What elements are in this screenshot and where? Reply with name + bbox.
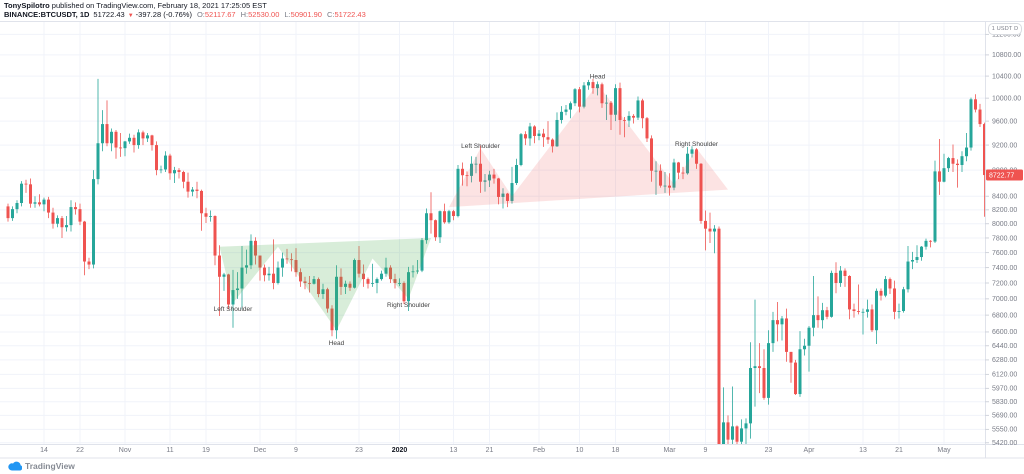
svg-text:21: 21	[895, 447, 903, 454]
pattern-overlays: Left Shoulder Head Right Shoulder Left Shou…	[214, 73, 728, 347]
svg-text:10000.00: 10000.00	[992, 95, 1021, 102]
svg-text:11200.00: 11200.00	[992, 32, 1021, 39]
svg-text:8722.77: 8722.77	[989, 173, 1014, 180]
svg-text:Dec: Dec	[254, 447, 267, 454]
svg-text:Right Shoulder: Right Shoulder	[675, 141, 719, 148]
down-arrow-icon: ▼	[127, 13, 134, 19]
svg-text:6600.00: 6600.00	[992, 329, 1017, 336]
svg-text:18: 18	[612, 447, 620, 454]
svg-text:7800.00: 7800.00	[992, 235, 1017, 242]
svg-text:10400.00: 10400.00	[992, 73, 1021, 80]
svg-text:7200.00: 7200.00	[992, 280, 1017, 287]
svg-text:9200.00: 9200.00	[992, 142, 1017, 149]
open-label: O:	[196, 10, 205, 19]
tradingview-logo[interactable]: TradingView	[8, 461, 75, 471]
tradingview-cloud-icon	[8, 461, 22, 471]
svg-text:7600.00: 7600.00	[992, 250, 1017, 257]
price-unit-button[interactable]: 1 USDT D	[988, 23, 1022, 35]
svg-text:6440.00: 6440.00	[992, 343, 1017, 350]
low-value: 50901.90	[290, 10, 322, 19]
high-value: 52530.00	[248, 10, 280, 19]
svg-text:Left Shoulder: Left Shoulder	[214, 306, 254, 313]
svg-text:Apr: Apr	[804, 447, 816, 454]
svg-text:23: 23	[355, 447, 363, 454]
svg-text:6280.00: 6280.00	[992, 357, 1017, 364]
grid	[0, 22, 985, 444]
symbol-label: BINANCE:BTCUSDT, 1D	[4, 10, 90, 19]
svg-text:5550.00: 5550.00	[992, 427, 1017, 434]
time-axis[interactable]: 14 22 Nov 11 19 Dec 9 23 2020 13 21 Feb 10 18 Mar 9 23 Ap…	[40, 447, 951, 454]
close-value: 51722.43	[334, 10, 366, 19]
svg-text:13: 13	[450, 447, 458, 454]
tradingview-logo-text: TradingView	[25, 461, 75, 471]
last-price-badge: 8722.77	[986, 169, 1023, 181]
svg-text:9600.00: 9600.00	[992, 118, 1017, 125]
svg-text:22: 22	[76, 447, 84, 454]
publish-info: published on TradingView.com, February 1…	[49, 1, 267, 10]
svg-text:10: 10	[576, 447, 584, 454]
svg-text:May: May	[937, 447, 951, 454]
chart-borders	[0, 21, 1024, 459]
byline: TonySpilotro published on TradingView.co…	[4, 1, 366, 10]
header-last-price: 51722.43	[93, 10, 125, 19]
close-label: C:	[326, 10, 335, 19]
svg-text:Mar: Mar	[663, 447, 676, 454]
candlestick-series	[6, 78, 985, 444]
svg-text:5690.00: 5690.00	[992, 413, 1017, 420]
svg-text:13: 13	[859, 447, 867, 454]
svg-text:8200.00: 8200.00	[992, 207, 1017, 214]
svg-text:2020: 2020	[392, 447, 408, 454]
svg-text:9: 9	[704, 447, 708, 454]
chart-header: TonySpilotro published on TradingView.co…	[4, 1, 366, 21]
svg-text:19: 19	[202, 447, 210, 454]
svg-text:21: 21	[486, 447, 494, 454]
svg-text:11: 11	[166, 447, 173, 454]
svg-text:23: 23	[765, 447, 773, 454]
svg-text:5830.00: 5830.00	[992, 399, 1017, 406]
symbol-status-row: BINANCE:BTCUSDT, 1D 51722.43 ▼ -397.28 (-0.…	[4, 10, 366, 21]
svg-text:5970.00: 5970.00	[992, 386, 1017, 393]
svg-text:Right Shoulder: Right Shoulder	[387, 302, 431, 309]
price-axis[interactable]: 11200.00 10800.00 10400.00 10000.00 9600.00 9…	[985, 32, 1021, 447]
svg-text:9: 9	[294, 447, 298, 454]
open-value: 52117.67	[204, 10, 236, 19]
svg-text:5420.00: 5420.00	[992, 440, 1017, 447]
high-label: H:	[240, 10, 249, 19]
price-change: -397.28 (-0.76%)	[135, 10, 192, 19]
author-name: TonySpilotro	[4, 1, 50, 10]
svg-text:Left Shoulder: Left Shoulder	[461, 143, 501, 150]
svg-text:8000.00: 8000.00	[992, 221, 1017, 228]
svg-text:Head: Head	[329, 340, 345, 347]
low-label: L:	[284, 10, 291, 19]
svg-text:Nov: Nov	[119, 447, 132, 454]
svg-text:8400.00: 8400.00	[992, 194, 1017, 201]
svg-text:10800.00: 10800.00	[992, 52, 1021, 59]
svg-text:Feb: Feb	[533, 447, 545, 454]
svg-text:Head: Head	[590, 73, 606, 80]
svg-text:7000.00: 7000.00	[992, 296, 1017, 303]
svg-text:6800.00: 6800.00	[992, 312, 1017, 319]
svg-text:14: 14	[40, 447, 48, 454]
svg-text:6120.00: 6120.00	[992, 372, 1017, 379]
svg-text:7400.00: 7400.00	[992, 265, 1017, 272]
